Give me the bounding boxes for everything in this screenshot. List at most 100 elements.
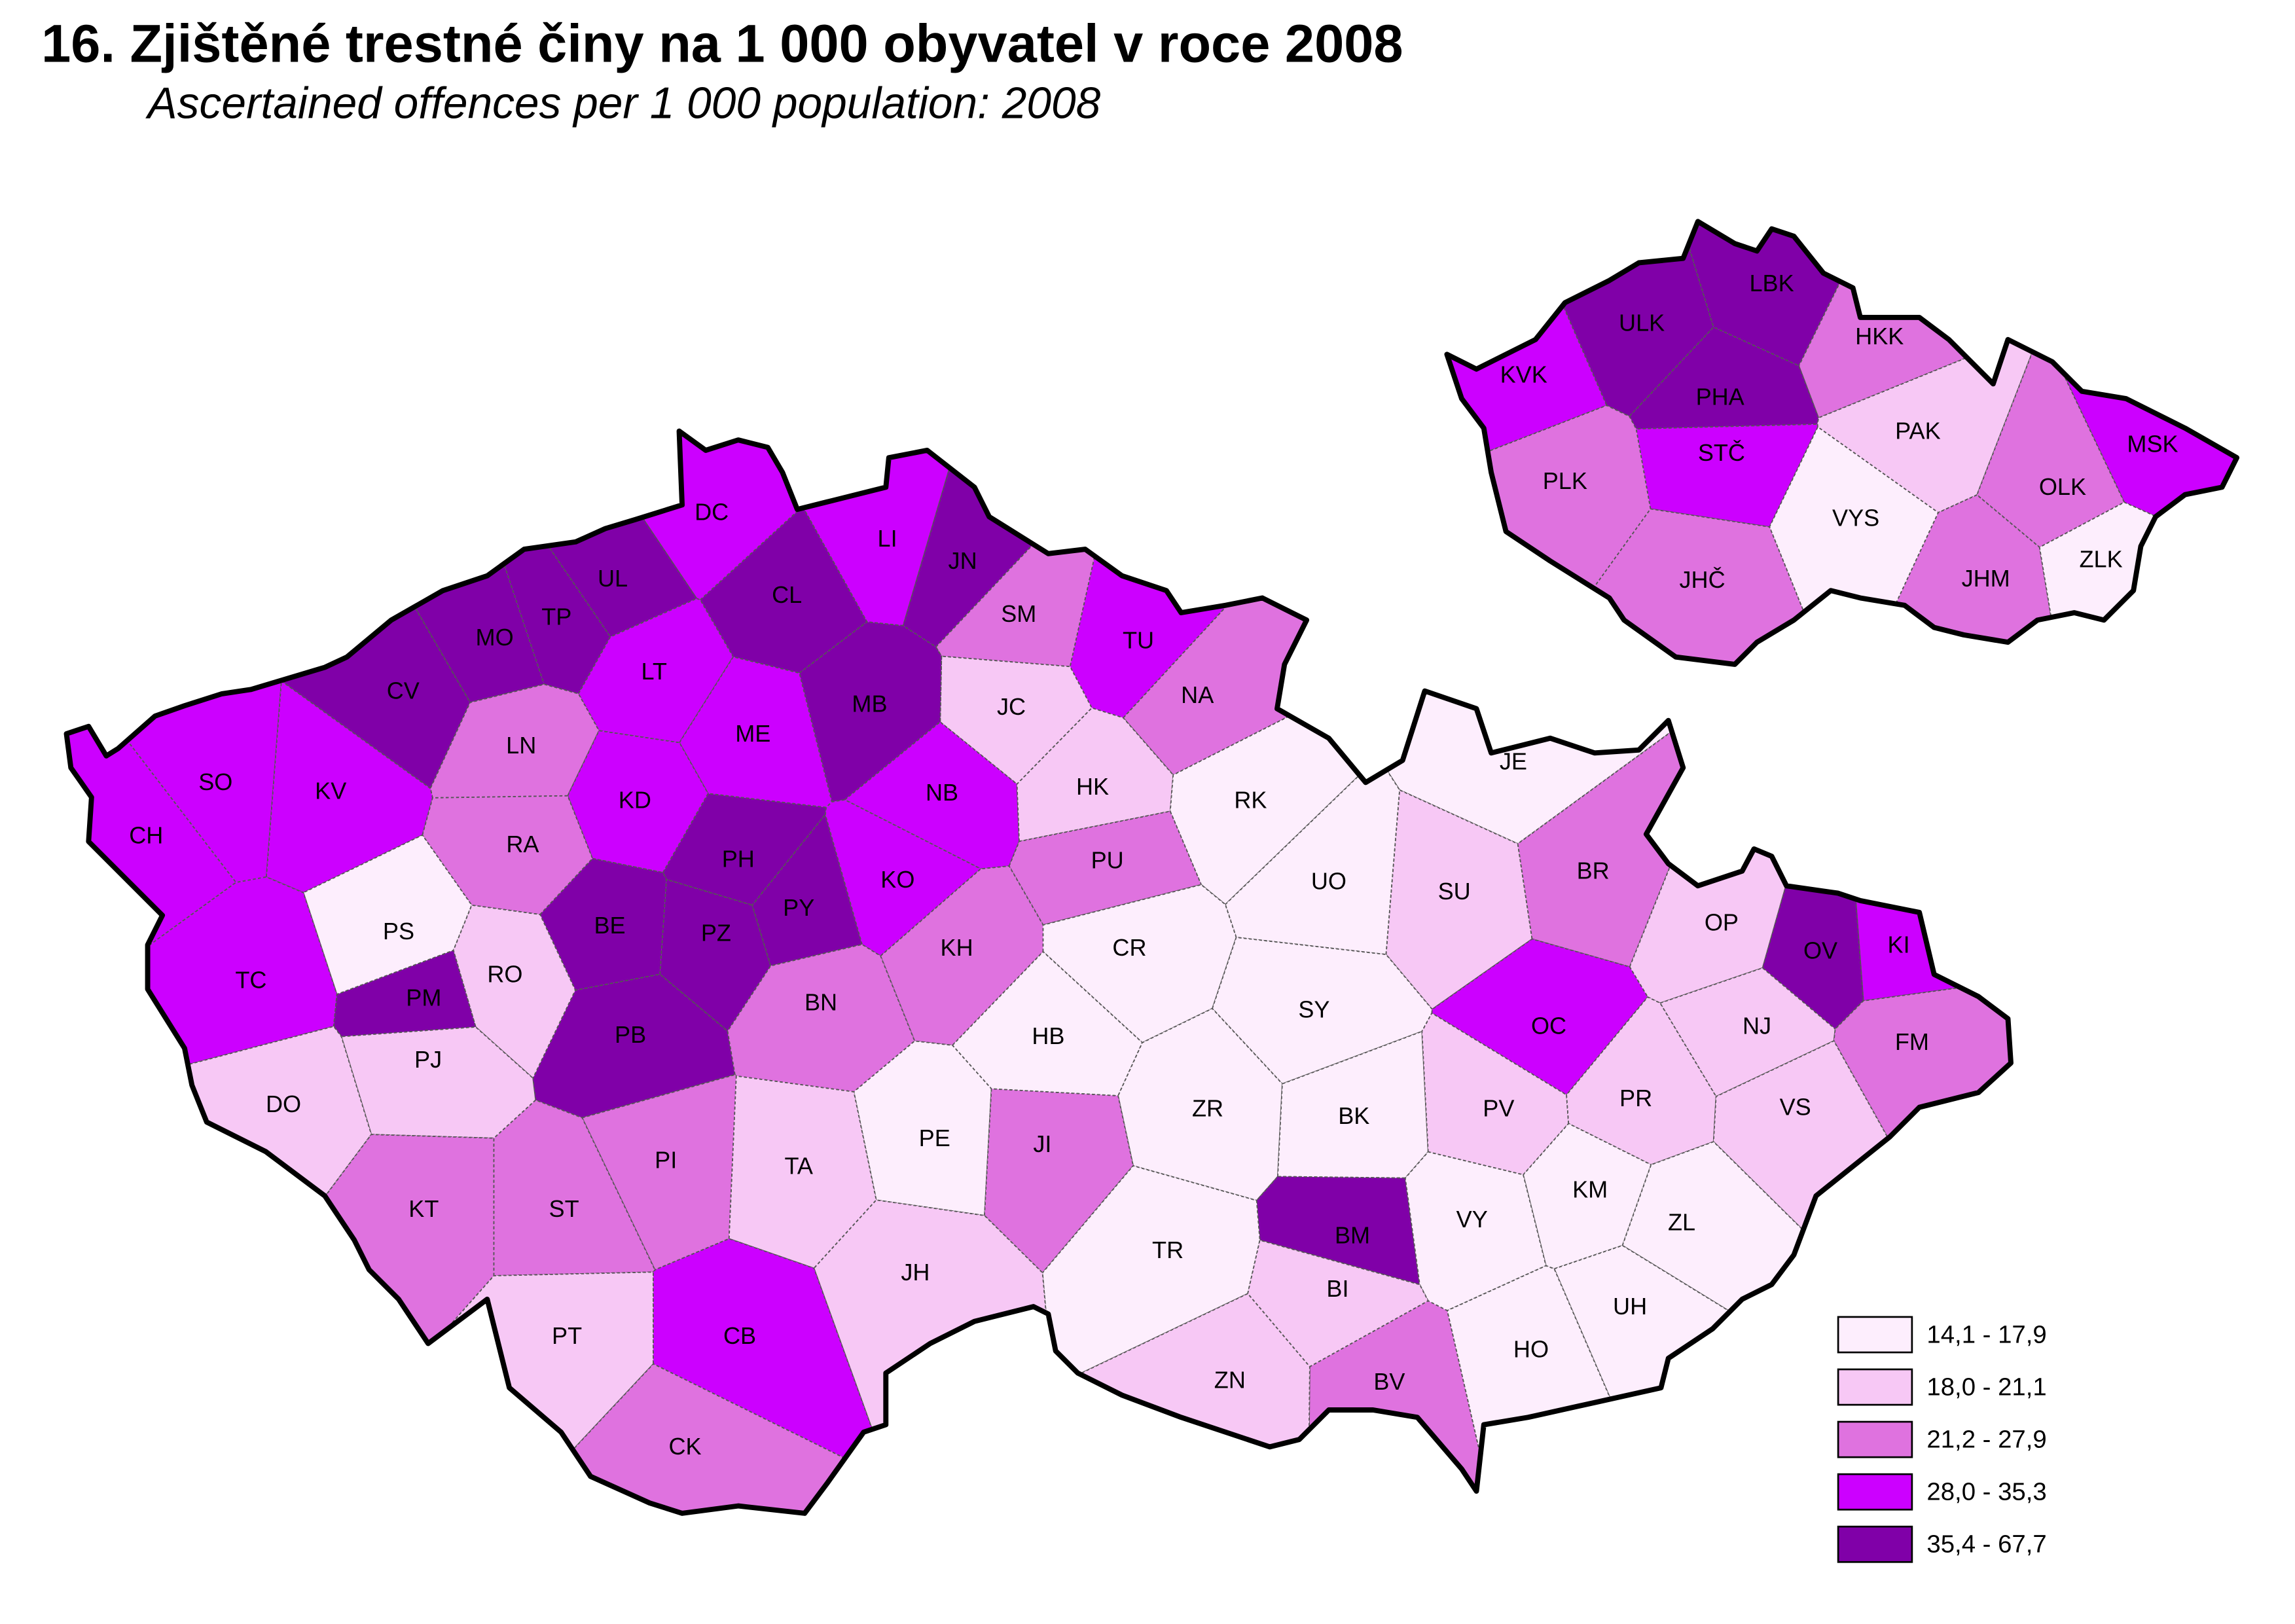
legend-label: 21,2 - 27,9 — [1926, 1425, 2046, 1453]
area — [659, 878, 772, 1032]
area-label: PR — [1619, 1085, 1652, 1111]
area-label: JE — [1500, 748, 1527, 775]
area-label: OP — [1705, 909, 1739, 935]
area-label: BV — [1373, 1368, 1405, 1395]
area-label: DO — [266, 1091, 301, 1117]
area-label: LT — [641, 658, 666, 685]
area — [1016, 707, 1174, 842]
subtitle: Ascertained offences per 1 000 populatio… — [145, 79, 1101, 128]
area-label: HB — [1032, 1022, 1064, 1049]
area-label: OC — [1531, 1012, 1566, 1039]
area-label: SM — [1001, 600, 1036, 627]
area-label: ZR — [1192, 1095, 1223, 1122]
area-label: JC — [997, 693, 1026, 720]
area-label: MB — [852, 691, 887, 717]
area-label: CK — [668, 1433, 701, 1460]
area-label: UH — [1613, 1293, 1647, 1320]
area-label: PZ — [701, 919, 731, 946]
area-label: HKK — [1855, 323, 1904, 350]
area-label: ZLK — [2079, 546, 2122, 573]
area — [1629, 326, 1820, 430]
area-label: OV — [1803, 937, 1837, 964]
area-label: KH — [941, 934, 973, 961]
scene: 16. Zjištěné trestné činy na 1 000 obyva… — [41, 15, 2240, 1563]
area-label: MO — [476, 624, 514, 651]
area — [1404, 1151, 1547, 1312]
area-label: TR — [1152, 1236, 1184, 1263]
area-label: PT — [552, 1322, 582, 1349]
area — [880, 865, 1044, 1046]
area-label: BN — [804, 988, 837, 1015]
area-label: KV — [315, 778, 346, 804]
legend-swatch — [1837, 1525, 1913, 1563]
area-label: HK — [1076, 773, 1109, 800]
area-label: KT — [408, 1195, 439, 1222]
area-label: BE — [594, 912, 625, 939]
area-label: TP — [541, 604, 571, 630]
area-label: ST — [549, 1195, 579, 1222]
area-label: LN — [506, 732, 536, 759]
area-label: KM — [1572, 1176, 1608, 1203]
area-label: SO — [198, 768, 232, 795]
area-label: JN — [949, 547, 977, 574]
area-label: PE — [919, 1125, 950, 1151]
area-label: JHČ — [1680, 566, 1726, 593]
area-label: CB — [723, 1322, 756, 1349]
area — [751, 813, 863, 967]
area-label: SU — [1438, 878, 1471, 905]
area-label: PB — [615, 1021, 646, 1048]
legend-swatch — [1837, 1368, 1913, 1406]
country-border — [1444, 219, 2240, 667]
area-label: UL — [598, 565, 628, 592]
area-label: KO — [880, 866, 914, 893]
area-label: PY — [783, 894, 814, 921]
area — [1833, 974, 2011, 1435]
area-label: DC — [695, 498, 729, 525]
area-label: JH — [901, 1259, 930, 1286]
area-label: BM — [1335, 1222, 1370, 1249]
area-label: ME — [735, 720, 770, 747]
legend-label: 14,1 - 17,9 — [1926, 1320, 2046, 1348]
area-label: LBK — [1749, 270, 1794, 297]
area — [799, 621, 943, 803]
area-label: KD — [619, 786, 651, 813]
legend-label: 28,0 - 35,3 — [1926, 1478, 2046, 1506]
area-label: NJ — [1743, 1012, 1771, 1039]
area-label: ZL — [1668, 1208, 1695, 1235]
area-label: RK — [1234, 786, 1267, 813]
area — [1042, 884, 1237, 1043]
area-label: HO — [1513, 1335, 1549, 1362]
area — [333, 949, 477, 1038]
area-label: VY — [1456, 1206, 1488, 1233]
area-label: PI — [655, 1147, 677, 1174]
legend-swatch — [1837, 1316, 1913, 1354]
area-label: ZN — [1214, 1367, 1246, 1394]
legend-label: 18,0 - 21,1 — [1926, 1373, 2046, 1401]
area — [1421, 1012, 1570, 1176]
area-label: PH — [722, 845, 755, 872]
area — [728, 1075, 877, 1269]
area-label: BI — [1326, 1275, 1348, 1302]
area-label: PJ — [414, 1046, 442, 1073]
area — [340, 1026, 537, 1139]
area — [984, 1088, 1134, 1274]
area — [422, 795, 594, 916]
area-label: RA — [506, 831, 539, 857]
area — [429, 683, 600, 799]
country-border — [63, 428, 2014, 1516]
area-label: BR — [1577, 857, 1610, 884]
area-label: PS — [383, 918, 414, 945]
area-label: MSK — [2127, 431, 2178, 458]
area-label: TU — [1123, 627, 1154, 654]
area — [1224, 755, 1401, 956]
area-label: VS — [1780, 1093, 1811, 1120]
area-label: KI — [1888, 931, 1910, 958]
area-label: PLK — [1543, 467, 1587, 494]
area — [1211, 937, 1433, 1085]
area-label: STČ — [1698, 439, 1745, 466]
area-label: PHA — [1696, 384, 1744, 410]
area-label: VYS — [1832, 504, 1879, 531]
legend: 14,1 - 17,9 18,0 - 21,1 21,2 - 27,9 28,0 - … — [1837, 1316, 2047, 1563]
legend-label: 35,4 - 67,7 — [1926, 1530, 2046, 1559]
